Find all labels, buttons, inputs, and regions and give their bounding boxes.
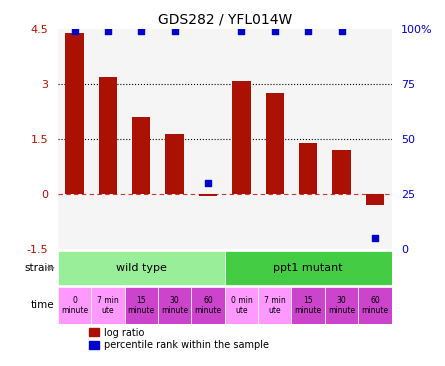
Point: [238, 29, 245, 34]
Bar: [99, 77, 117, 194]
FancyBboxPatch shape: [258, 287, 291, 324]
Bar: [266, 93, 284, 194]
Text: 15
minute: 15 minute: [128, 296, 155, 315]
Text: 60
minute: 60 minute: [361, 296, 388, 315]
FancyBboxPatch shape: [191, 287, 225, 324]
Text: 60
minute: 60 minute: [194, 296, 222, 315]
Text: strain: strain: [24, 263, 55, 273]
Text: time: time: [31, 300, 55, 310]
Text: 7 min
ute: 7 min ute: [97, 296, 119, 315]
Text: 30
minute: 30 minute: [161, 296, 188, 315]
Point: [138, 29, 145, 34]
Text: ppt1 mutant: ppt1 mutant: [273, 263, 343, 273]
FancyBboxPatch shape: [125, 287, 158, 324]
FancyBboxPatch shape: [58, 287, 91, 324]
Bar: [366, 194, 384, 205]
FancyBboxPatch shape: [58, 251, 225, 285]
Bar: [132, 117, 150, 194]
FancyBboxPatch shape: [325, 287, 358, 324]
FancyBboxPatch shape: [225, 287, 258, 324]
Text: 30
minute: 30 minute: [328, 296, 355, 315]
Point: [271, 29, 279, 34]
Point: [372, 235, 379, 241]
Point: [305, 29, 312, 34]
Text: 15
minute: 15 minute: [295, 296, 322, 315]
Text: wild type: wild type: [116, 263, 167, 273]
FancyBboxPatch shape: [291, 287, 325, 324]
FancyBboxPatch shape: [225, 251, 392, 285]
Point: [338, 29, 345, 34]
FancyBboxPatch shape: [358, 287, 392, 324]
Point: [71, 29, 78, 34]
Bar: [232, 81, 251, 194]
FancyBboxPatch shape: [158, 287, 191, 324]
Text: 0
minute: 0 minute: [61, 296, 88, 315]
Bar: [332, 150, 351, 194]
Point: [205, 180, 212, 186]
Bar: [65, 33, 84, 194]
Point: [104, 29, 111, 34]
Bar: [166, 134, 184, 194]
Bar: [199, 194, 217, 196]
Title: GDS282 / YFL014W: GDS282 / YFL014W: [158, 13, 292, 27]
Point: [171, 29, 178, 34]
Bar: [299, 143, 317, 194]
FancyBboxPatch shape: [91, 287, 125, 324]
Text: 0 min
ute: 0 min ute: [231, 296, 252, 315]
Legend: log ratio, percentile rank within the sample: log ratio, percentile rank within the sa…: [89, 328, 269, 350]
Text: 7 min
ute: 7 min ute: [264, 296, 286, 315]
